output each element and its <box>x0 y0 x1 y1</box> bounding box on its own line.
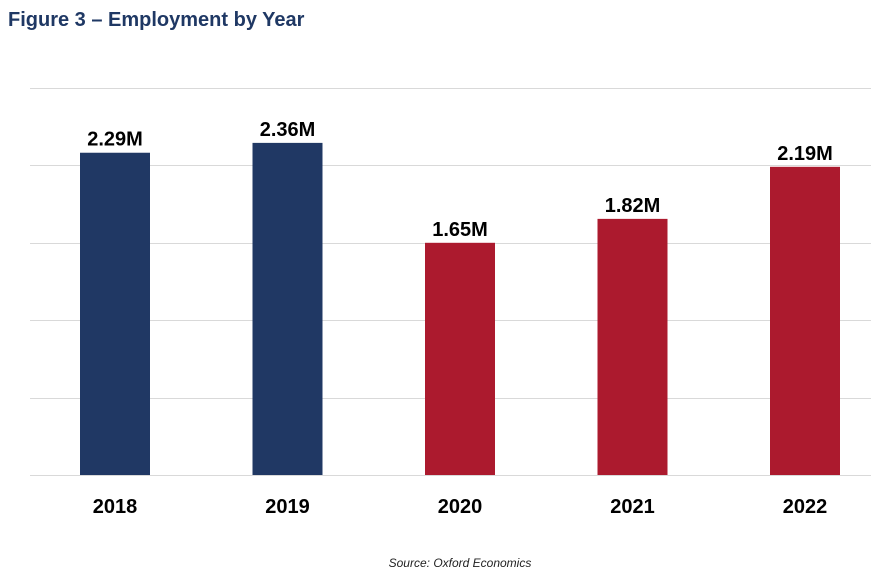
x-tick-label-2022: 2022 <box>783 496 828 518</box>
data-label-2022: 2.19M <box>777 143 833 165</box>
data-label-2018: 2.29M <box>87 129 143 151</box>
data-label-2019: 2.36M <box>260 119 316 141</box>
bar-2022 <box>770 166 840 476</box>
x-tick-label-2020: 2020 <box>438 496 483 518</box>
data-label-2020: 1.65M <box>432 219 488 241</box>
bar-2018 <box>80 152 150 475</box>
bar-2019 <box>252 142 323 475</box>
x-tick-label-2019: 2019 <box>265 496 310 518</box>
bar-2020 <box>425 242 495 475</box>
x-tick-label-2018: 2018 <box>93 496 138 518</box>
x-tick-label-2021: 2021 <box>610 496 655 518</box>
data-label-2021: 1.82M <box>605 195 661 217</box>
source-note: Source: Oxford Economics <box>388 556 532 570</box>
bar-2021 <box>597 218 668 476</box>
chart-title: Figure 3 – Employment by Year <box>8 9 305 31</box>
